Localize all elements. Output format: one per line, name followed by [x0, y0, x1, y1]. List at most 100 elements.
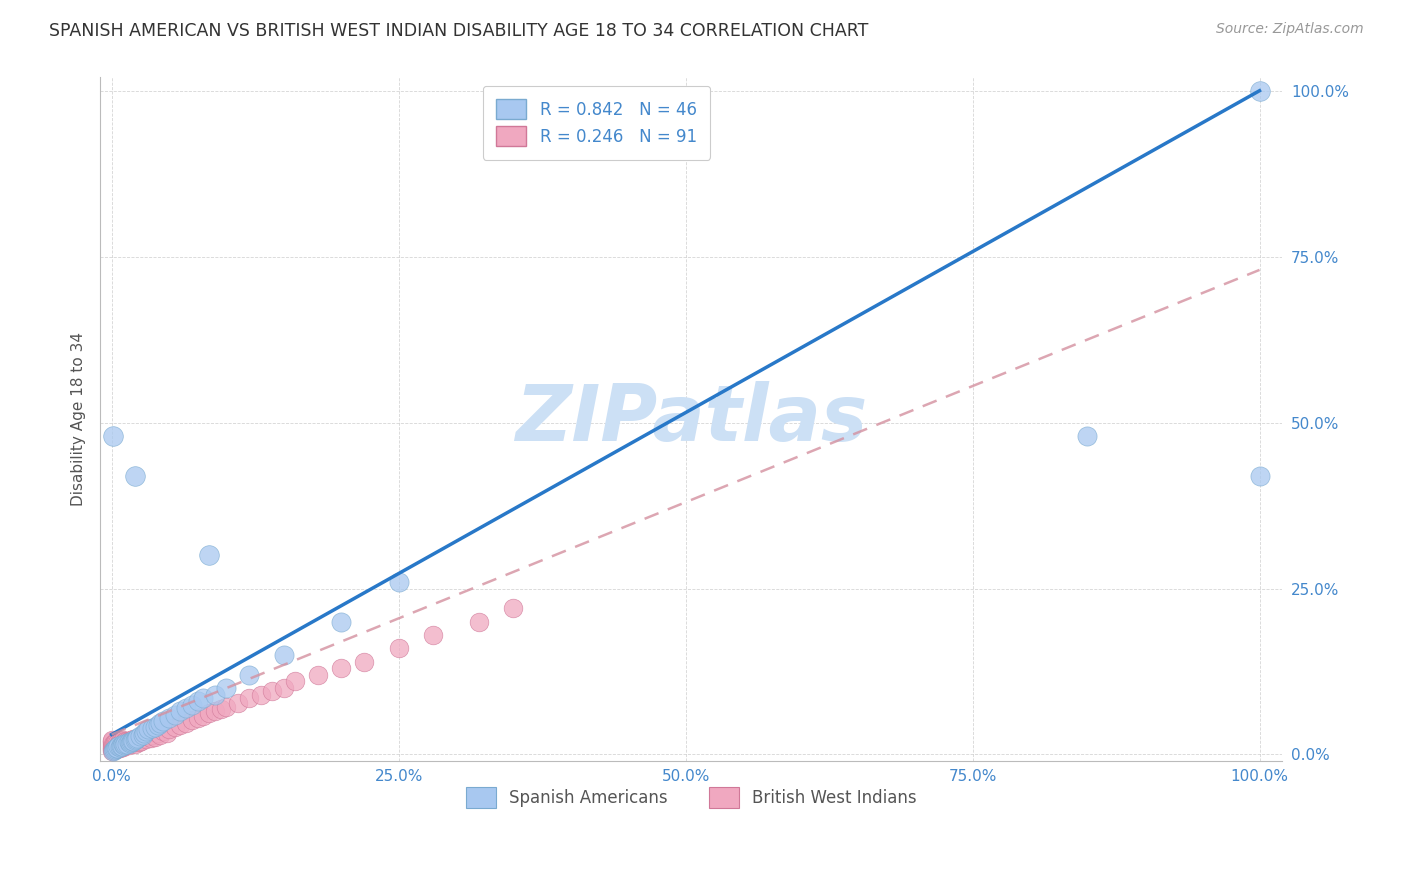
Point — [142, 727, 165, 741]
Point — [105, 741, 128, 756]
Point — [100, 744, 122, 758]
Point — [118, 738, 141, 752]
Point — [156, 725, 179, 739]
Point — [101, 743, 124, 757]
Point — [138, 723, 160, 737]
Point — [204, 704, 226, 718]
Point — [307, 667, 329, 681]
Point — [105, 736, 128, 750]
Point — [387, 574, 409, 589]
Point — [124, 468, 146, 483]
Point — [174, 701, 197, 715]
Point — [104, 735, 127, 749]
Point — [128, 735, 150, 749]
Text: Source: ZipAtlas.com: Source: ZipAtlas.com — [1216, 22, 1364, 37]
Point — [273, 681, 295, 695]
Point — [1249, 468, 1271, 483]
Point — [181, 713, 204, 727]
Point — [125, 735, 148, 749]
Point — [108, 738, 131, 752]
Point — [101, 738, 124, 752]
Point — [105, 740, 128, 755]
Point — [103, 743, 125, 757]
Point — [129, 729, 152, 743]
Point — [131, 727, 153, 741]
Point — [152, 714, 174, 729]
Point — [105, 742, 128, 756]
Point — [132, 731, 155, 745]
Point — [100, 740, 122, 755]
Point — [120, 735, 142, 749]
Point — [143, 720, 166, 734]
Point — [125, 731, 148, 745]
Point — [100, 742, 122, 756]
Point — [117, 737, 139, 751]
Point — [107, 738, 129, 752]
Point — [105, 741, 128, 756]
Point — [353, 655, 375, 669]
Point — [146, 726, 169, 740]
Point — [149, 727, 172, 741]
Point — [204, 688, 226, 702]
Point — [104, 742, 127, 756]
Point — [100, 735, 122, 749]
Point — [250, 688, 273, 702]
Point — [114, 734, 136, 748]
Point — [115, 738, 138, 752]
Y-axis label: Disability Age 18 to 34: Disability Age 18 to 34 — [72, 332, 86, 507]
Point — [118, 736, 141, 750]
Point — [131, 734, 153, 748]
Point — [187, 694, 209, 708]
Point — [157, 711, 180, 725]
Point — [284, 674, 307, 689]
Point — [104, 742, 127, 756]
Point — [115, 738, 138, 752]
Point — [114, 737, 136, 751]
Point — [107, 741, 129, 756]
Point — [122, 733, 145, 747]
Point — [101, 741, 124, 756]
Point — [111, 739, 134, 754]
Point — [502, 601, 524, 615]
Point — [101, 429, 124, 443]
Point — [101, 739, 124, 754]
Text: ZIPatlas: ZIPatlas — [515, 381, 868, 458]
Point — [238, 667, 260, 681]
Point — [138, 729, 160, 743]
Point — [127, 731, 149, 746]
Point — [174, 715, 197, 730]
Point — [125, 732, 148, 747]
Point — [152, 724, 174, 739]
Point — [135, 724, 157, 739]
Point — [100, 738, 122, 752]
Point — [209, 702, 232, 716]
Point — [112, 732, 135, 747]
Point — [149, 715, 172, 730]
Point — [112, 740, 135, 755]
Point — [215, 681, 238, 695]
Point — [124, 737, 146, 751]
Point — [101, 744, 124, 758]
Point — [163, 707, 186, 722]
Point — [111, 735, 134, 749]
Point — [118, 735, 141, 749]
Point — [124, 732, 146, 747]
Point — [112, 739, 135, 753]
Point — [238, 691, 260, 706]
Point — [122, 732, 145, 747]
Point — [273, 648, 295, 662]
Point — [114, 738, 136, 752]
Point — [143, 730, 166, 744]
Point — [108, 740, 131, 755]
Point — [330, 661, 353, 675]
Point — [157, 723, 180, 737]
Point — [262, 684, 284, 698]
Point — [111, 739, 134, 754]
Point — [226, 696, 249, 710]
Point — [115, 733, 138, 747]
Point — [187, 711, 209, 725]
Point — [422, 628, 444, 642]
Point — [146, 717, 169, 731]
Point — [110, 739, 132, 753]
Point — [107, 739, 129, 754]
